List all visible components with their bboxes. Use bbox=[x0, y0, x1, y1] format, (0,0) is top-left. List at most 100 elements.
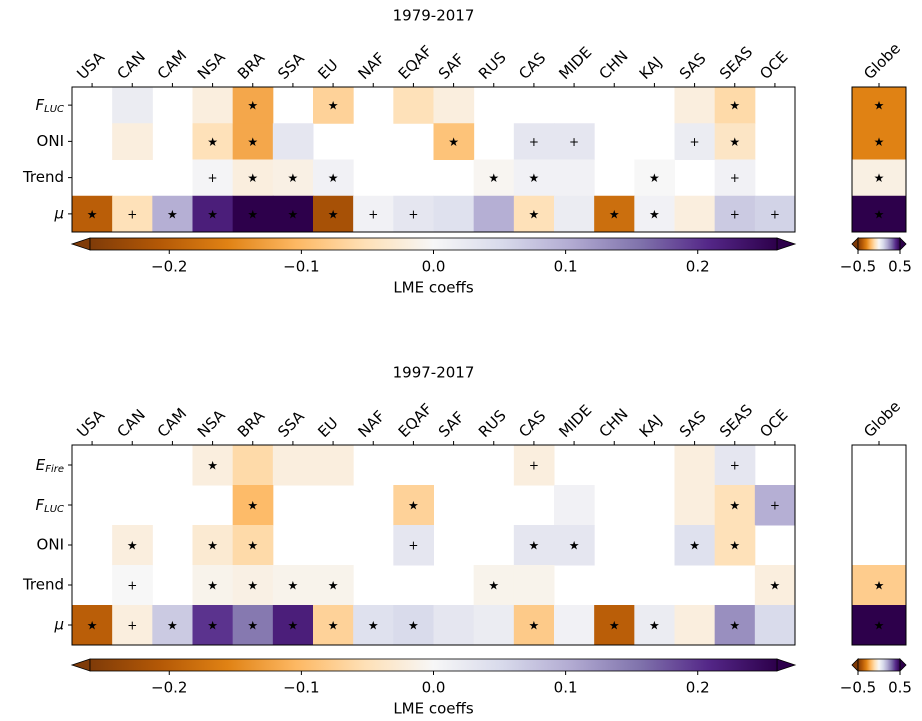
significance-marker: ★ bbox=[127, 539, 138, 553]
heatmap-cell bbox=[393, 87, 434, 124]
heatmap-cell bbox=[714, 123, 756, 160]
heatmap-cell bbox=[554, 605, 595, 646]
heatmap-cell bbox=[313, 605, 354, 646]
significance-marker: ★ bbox=[609, 619, 620, 633]
column-label: CAM bbox=[154, 404, 191, 441]
column-label: KAJ bbox=[636, 53, 666, 83]
heatmap-cell bbox=[852, 87, 907, 124]
heatmap-cell bbox=[353, 195, 394, 233]
significance-marker: ★ bbox=[729, 499, 740, 513]
column-label: BRA bbox=[234, 406, 269, 441]
colorbar-label: LME coeffs bbox=[393, 279, 474, 297]
heatmap-cell bbox=[473, 159, 515, 197]
column-label: SEAS bbox=[716, 43, 756, 83]
heatmap-cell bbox=[353, 605, 394, 646]
significance-marker: ★ bbox=[288, 171, 299, 185]
colorbar-tick-label: −0.2 bbox=[151, 258, 187, 276]
column-label: SSA bbox=[274, 407, 308, 441]
heatmap-cell bbox=[674, 195, 716, 233]
significance-marker: ★ bbox=[874, 135, 885, 149]
colorbar-tick-label: 0.5 bbox=[888, 258, 912, 276]
significance-marker: + bbox=[127, 579, 137, 593]
heatmap-cell bbox=[232, 123, 274, 160]
chart-title: 1997-2017 bbox=[393, 364, 475, 382]
heatmap-cell bbox=[192, 195, 234, 233]
significance-marker: ★ bbox=[649, 171, 660, 185]
significance-marker: ★ bbox=[649, 207, 660, 221]
colorbar bbox=[857, 658, 901, 672]
heatmap-cell bbox=[513, 195, 555, 233]
colorbar-tick-label: −0.1 bbox=[283, 679, 319, 697]
column-label: CAN bbox=[114, 406, 149, 441]
heatmap-cell bbox=[272, 123, 314, 160]
significance-marker: ★ bbox=[408, 619, 419, 633]
heatmap-cell bbox=[112, 565, 153, 606]
significance-marker: + bbox=[690, 135, 700, 149]
column-label: Globe bbox=[860, 39, 904, 83]
significance-marker: ★ bbox=[247, 499, 258, 513]
column-label: OCE bbox=[756, 406, 791, 441]
heatmap-cell bbox=[112, 605, 153, 646]
chart-title: 1979-2017 bbox=[393, 7, 475, 25]
significance-marker: + bbox=[730, 459, 740, 473]
heatmap-cell bbox=[473, 605, 515, 646]
column-label: USA bbox=[73, 48, 108, 83]
heatmap-frame bbox=[71, 444, 796, 646]
significance-marker: ★ bbox=[207, 135, 218, 149]
heatmap-cell bbox=[513, 123, 555, 160]
significance-marker: ★ bbox=[328, 579, 339, 593]
heatmap-cell bbox=[112, 525, 153, 566]
column-label: EU bbox=[314, 56, 341, 83]
heatmap-cell bbox=[192, 605, 234, 646]
row-label: Trend bbox=[22, 168, 64, 186]
significance-marker: ★ bbox=[368, 619, 379, 633]
heatmap-cell bbox=[594, 605, 635, 646]
heatmap-cell bbox=[714, 87, 756, 124]
column-label: NAF bbox=[355, 407, 389, 441]
significance-marker: + bbox=[529, 459, 539, 473]
significance-marker: + bbox=[529, 135, 539, 149]
column-label: SAS bbox=[676, 407, 710, 441]
column-label: NAF bbox=[355, 49, 389, 83]
row-label: μ bbox=[53, 204, 64, 222]
significance-marker: ★ bbox=[328, 171, 339, 185]
colorbar bbox=[89, 237, 778, 251]
heatmap-cell bbox=[393, 195, 434, 233]
colorbar-arrow-high bbox=[899, 658, 907, 672]
row-label: FLUC bbox=[35, 496, 64, 516]
significance-marker: + bbox=[208, 171, 218, 185]
heatmap-frame bbox=[71, 86, 796, 233]
heatmap-cell bbox=[554, 159, 595, 197]
heatmap-cell bbox=[313, 195, 354, 233]
heatmap-cell bbox=[433, 605, 475, 646]
heatmap-cell bbox=[714, 195, 756, 233]
heatmap-cell bbox=[852, 565, 907, 606]
significance-marker: ★ bbox=[288, 207, 299, 221]
heatmap-cell bbox=[674, 445, 716, 486]
significance-marker: + bbox=[368, 207, 378, 221]
heatmap-cell bbox=[554, 123, 595, 160]
heatmap-cell bbox=[714, 525, 756, 566]
significance-marker: ★ bbox=[207, 459, 218, 473]
heatmap-cell bbox=[433, 123, 475, 160]
significance-marker: ★ bbox=[874, 171, 885, 185]
heatmap-cell bbox=[754, 605, 796, 646]
heatmap-cell bbox=[72, 605, 113, 646]
colorbar-tick-label: −0.5 bbox=[840, 258, 876, 276]
significance-marker: ★ bbox=[770, 579, 781, 593]
column-label: RUS bbox=[475, 406, 510, 441]
column-label: EQAF bbox=[395, 400, 436, 441]
significance-marker: + bbox=[127, 207, 137, 221]
heatmap-cell bbox=[634, 605, 675, 646]
column-label: OCE bbox=[756, 48, 791, 83]
heatmap-cell bbox=[674, 87, 716, 124]
significance-marker: ★ bbox=[729, 99, 740, 113]
heatmap-cell bbox=[232, 445, 274, 486]
significance-marker: ★ bbox=[207, 579, 218, 593]
column-label: MIDE bbox=[555, 43, 595, 83]
heatmap-cell bbox=[192, 123, 234, 160]
significance-marker: ★ bbox=[729, 539, 740, 553]
heatmap-cell bbox=[714, 485, 756, 526]
heatmap-cell bbox=[393, 605, 434, 646]
